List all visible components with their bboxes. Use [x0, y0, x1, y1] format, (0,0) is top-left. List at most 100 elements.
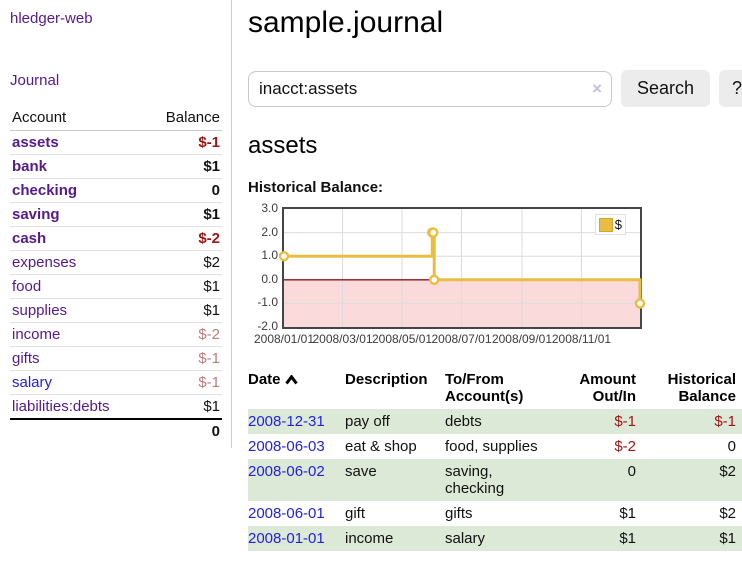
account-link[interactable]: bank [12, 158, 48, 175]
account-link[interactable]: cash [12, 230, 47, 247]
sort-ascending-icon [284, 374, 298, 385]
transaction-balance: $2 [719, 505, 736, 522]
transaction-date-link[interactable]: 2008-12-31 [248, 413, 325, 430]
accounts-table: Account Balance assets $-1 bank $1 checking 0… [10, 106, 222, 443]
account-link[interactable]: checking [12, 182, 78, 199]
account-balance: $2 [144, 250, 222, 275]
register-header-balance: Historical Balance [667, 371, 736, 405]
clear-search-icon[interactable]: × [592, 78, 602, 98]
account-balance: $-2 [144, 226, 222, 251]
register-row: 2008-06-02 save saving, checking 0 $2 [248, 459, 742, 501]
search-form: × Search ? [248, 70, 742, 107]
transaction-description: eat & shop [345, 438, 417, 455]
account-row: cash $-2 [10, 226, 222, 251]
x-axis-tick-label: 2008/07/01 [431, 332, 492, 346]
transaction-balance: $-1 [642, 409, 742, 434]
x-axis-tick-label: 2008/01/01 [253, 332, 315, 346]
brand-link[interactable]: hledger-web [10, 10, 93, 27]
account-row: bank $1 [10, 154, 222, 179]
accounts-total-value: 0 [144, 418, 222, 443]
y-axis-tick-label: 1.0 [261, 248, 278, 263]
account-link[interactable]: supplies [12, 302, 68, 319]
transaction-amount: $1 [557, 526, 642, 551]
register-header-amount: Amount Out/In [579, 371, 636, 405]
register-row: 2008-06-03 eat & shop food, supplies $-2 0 [248, 434, 742, 459]
account-row: expenses $2 [10, 250, 222, 275]
search-input[interactable] [248, 70, 612, 107]
account-link[interactable]: saving [12, 206, 60, 223]
transaction-amount: $1 [619, 505, 636, 522]
account-balance: $1 [144, 154, 222, 179]
account-link[interactable]: food [12, 278, 42, 295]
transaction-description: income [345, 526, 445, 551]
transaction-amount: $-1 [557, 409, 642, 434]
main-content: sample.journal × Search ? assets Histori… [248, 0, 742, 551]
register-header-description: Description [345, 371, 428, 388]
account-row: checking 0 [10, 178, 222, 203]
x-axis-tick-label: 2008/09/01 [491, 332, 552, 346]
transaction-date-link[interactable]: 2008-01-01 [248, 530, 325, 547]
account-row: salary $-1 [10, 370, 222, 395]
y-axis-tick-label: 0.0 [261, 271, 278, 286]
transaction-balance: $2 [642, 459, 742, 501]
accounts-header-account: Account [10, 106, 145, 131]
legend-swatch [598, 217, 613, 232]
y-axis-tick-label: 2.0 [261, 224, 278, 239]
x-axis-tick-label: 2008/11/01 [551, 332, 612, 346]
transaction-accounts: gifts [445, 505, 473, 522]
register-header-accounts: To/From Account(s) [445, 371, 524, 405]
transaction-accounts: debts [445, 409, 557, 434]
chart-plot-area: $ [278, 207, 646, 329]
account-row: food $1 [10, 274, 222, 299]
account-row: saving $1 [10, 202, 222, 227]
sidebar-item-journal[interactable]: Journal [10, 72, 60, 89]
chart-title: Historical Balance: [248, 179, 384, 196]
sidebar: hledger-web Journal Account Balance asse… [0, 0, 232, 448]
transaction-accounts: saving, checking [445, 459, 557, 501]
register-table: Date Description To/From Account(s) Amou… [248, 369, 742, 551]
search-button[interactable]: Search [621, 70, 711, 107]
account-link[interactable]: income [12, 326, 61, 343]
account-link[interactable]: salary [12, 374, 53, 391]
account-row: assets $-1 [10, 130, 222, 155]
legend-label: $ [614, 217, 622, 232]
transaction-balance: $1 [642, 526, 742, 551]
account-balance: $1 [144, 394, 222, 420]
account-balance: $1 [144, 274, 222, 299]
transaction-description: save [345, 459, 445, 501]
transaction-date-link[interactable]: 2008-06-02 [248, 463, 325, 480]
x-axis-tick-label: 2008/05/01 [371, 332, 433, 346]
transaction-accounts: salary [445, 526, 557, 551]
account-link[interactable]: liabilities:debts [12, 398, 110, 415]
chart-canvas [278, 209, 646, 327]
help-button[interactable]: ? [719, 70, 742, 107]
account-link[interactable]: expenses [12, 254, 77, 271]
y-axis-tick-label: 3.0 [261, 201, 278, 215]
account-balance: $-2 [144, 322, 222, 347]
register-row: 2008-01-01 income salary $1 $1 [248, 526, 742, 551]
account-row: gifts $-1 [10, 346, 222, 371]
transaction-description: gift [345, 505, 366, 522]
balance-chart: $ 3.0 2.0 1.0 0.0 -1.0 -2.0 2008/01/01 2008/03/… [248, 201, 742, 351]
page-title: sample.journal [248, 6, 444, 39]
account-balance: 0 [144, 178, 222, 203]
register-row: 2008-12-31 pay off debts $-1 $-1 [248, 409, 742, 434]
account-heading: assets [248, 132, 318, 159]
transaction-balance: 0 [727, 438, 736, 455]
transaction-date-link[interactable]: 2008-06-01 [248, 505, 325, 522]
account-balance: $-1 [144, 346, 222, 371]
transaction-date-link[interactable]: 2008-06-03 [248, 438, 325, 455]
register-header-date[interactable]: Date [248, 369, 345, 409]
y-axis-tick-label: -1.0 [257, 295, 278, 310]
register-row: 2008-06-01 gift gifts $1 $2 [248, 501, 742, 526]
account-link[interactable]: assets [12, 134, 59, 151]
accounts-total-row: 0 [10, 418, 222, 443]
chart-legend: $ [594, 214, 626, 235]
account-link[interactable]: gifts [12, 350, 40, 367]
accounts-header-balance: Balance [144, 106, 222, 131]
account-balance: $1 [144, 298, 222, 323]
transaction-amount: $-2 [614, 438, 636, 455]
transaction-amount: 0 [557, 459, 642, 501]
account-balance: $-1 [144, 370, 222, 395]
